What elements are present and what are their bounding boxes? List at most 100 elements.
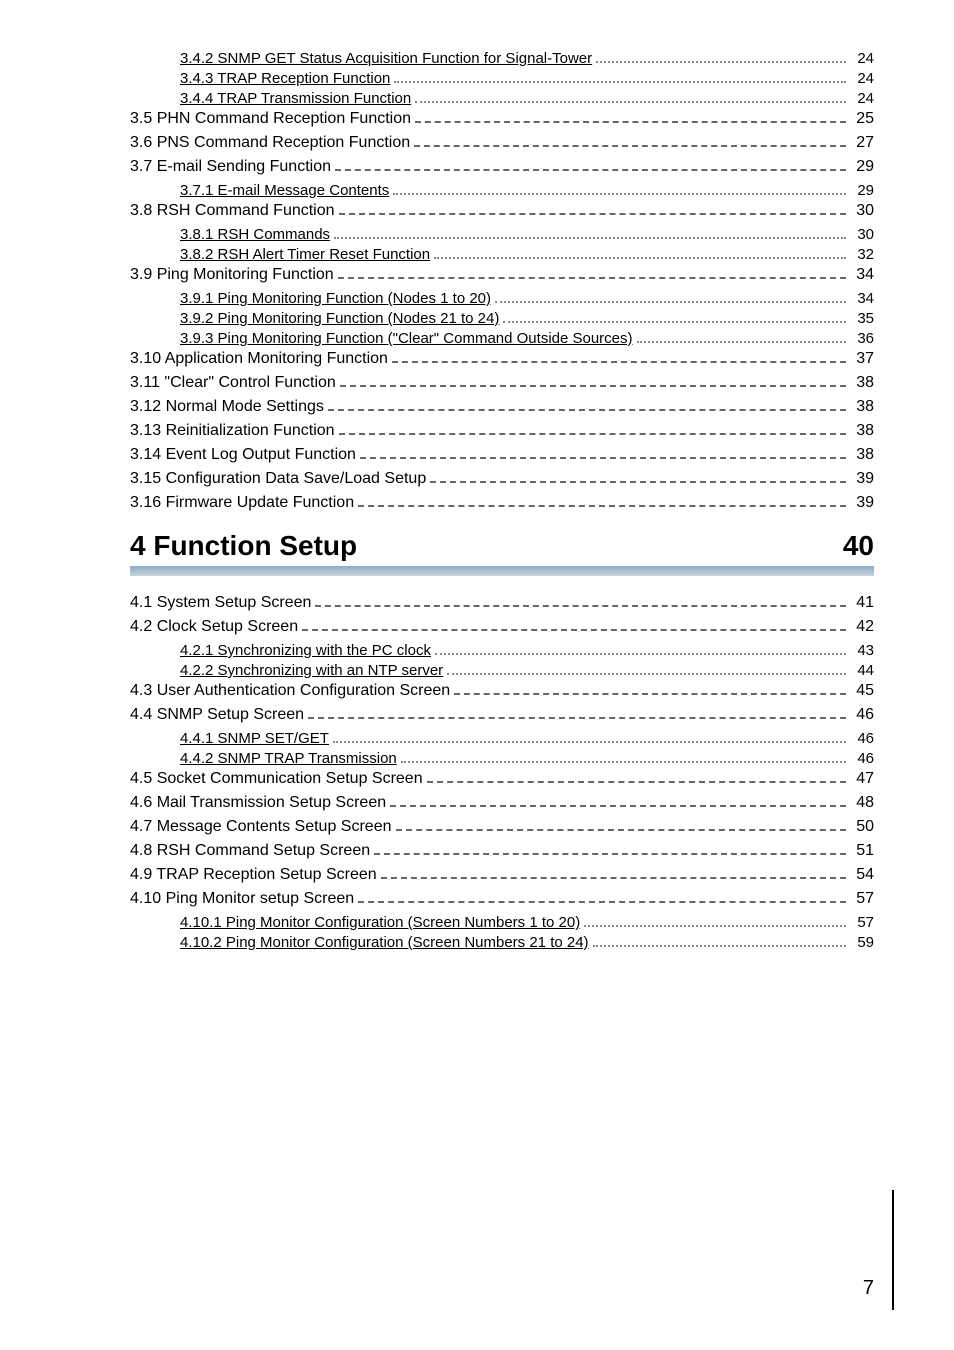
page-side-border	[892, 1190, 894, 1310]
toc-row: 4.6 Mail Transmission Setup Screen48	[130, 794, 874, 812]
toc-row: 4.1 System Setup Screen41	[130, 594, 874, 612]
toc-leader-dots	[335, 168, 846, 171]
toc-entry-label[interactable]: 4.4 SNMP Setup Screen	[130, 706, 304, 724]
toc-entry-label[interactable]: 3.9 Ping Monitoring Function	[130, 266, 334, 284]
toc-leader-dots	[339, 212, 846, 215]
toc-leader-dots	[495, 300, 846, 303]
toc-entry-label[interactable]: 4.4.2 SNMP TRAP Transmission	[180, 750, 397, 767]
toc-entry-label[interactable]: 3.4.3 TRAP Reception Function	[180, 70, 390, 87]
toc-entry-page: 42	[850, 618, 874, 636]
toc-entry-label[interactable]: 4.6 Mail Transmission Setup Screen	[130, 794, 386, 812]
toc-leader-dots	[315, 604, 846, 607]
toc-row: 4.2.1 Synchronizing with the PC clock43	[130, 642, 874, 659]
toc-leader-dots	[334, 236, 846, 239]
toc-row: 3.6 PNS Command Reception Function27	[130, 134, 874, 152]
toc-entry-page: 24	[850, 90, 874, 107]
toc-entry-label[interactable]: 4.10 Ping Monitor setup Screen	[130, 890, 354, 908]
toc-entry-label[interactable]: 4.2.1 Synchronizing with the PC clock	[180, 642, 431, 659]
toc-row: 4.4 SNMP Setup Screen 46	[130, 706, 874, 724]
toc-row: 3.8.1 RSH Commands 30	[130, 226, 874, 243]
toc-entry-page: 47	[850, 770, 874, 788]
toc-entry-label[interactable]: 3.8 RSH Command Function	[130, 202, 335, 220]
page-container: 3.4.2 SNMP GET Status Acquisition Functi…	[0, 0, 954, 1350]
toc-entry-label[interactable]: 4.2.2 Synchronizing with an NTP server	[180, 662, 443, 679]
toc-entry-label[interactable]: 4.5 Socket Communication Setup Screen	[130, 770, 423, 788]
toc-leader-dots	[308, 716, 846, 719]
toc-entry-label[interactable]: 3.6 PNS Command Reception Function	[130, 134, 410, 152]
toc-entry-label[interactable]: 4.4.1 SNMP SET/GET	[180, 730, 329, 747]
toc-leader-dots	[430, 480, 846, 483]
toc-entry-page: 25	[850, 110, 874, 128]
toc-row: 3.8.2 RSH Alert Timer Reset Function 32	[130, 246, 874, 263]
chapter-separator-bar	[130, 566, 874, 576]
toc-leader-dots	[390, 804, 846, 807]
toc-row: 3.4.4 TRAP Transmission Function 24	[130, 90, 874, 107]
toc-entry-page: 46	[850, 706, 874, 724]
toc-leader-dots	[338, 276, 846, 279]
toc-leader-dots	[593, 944, 846, 947]
toc-entry-label[interactable]: 4.9 TRAP Reception Setup Screen	[130, 866, 377, 884]
chapter-heading-row: 4 Function Setup 40	[130, 530, 874, 562]
toc-entry-label[interactable]: 3.9.2 Ping Monitoring Function (Nodes 21…	[180, 310, 499, 327]
toc-entry-label[interactable]: 3.9.3 Ping Monitoring Function ("Clear" …	[180, 330, 633, 347]
toc-entry-page: 24	[850, 50, 874, 67]
toc-row: 4.5 Socket Communication Setup Screen 47	[130, 770, 874, 788]
toc-entry-label[interactable]: 4.3 User Authentication Configuration Sc…	[130, 682, 450, 700]
toc-entry-label[interactable]: 3.7.1 E-mail Message Contents	[180, 182, 389, 199]
toc-entry-page: 36	[850, 330, 874, 347]
toc-entry-label[interactable]: 3.16 Firmware Update Function	[130, 494, 354, 512]
toc-entry-page: 39	[850, 470, 874, 488]
toc-entry-page: 30	[850, 226, 874, 243]
toc-row: 4.9 TRAP Reception Setup Screen 54	[130, 866, 874, 884]
toc-entry-page: 51	[850, 842, 874, 860]
chapter-title[interactable]: 4 Function Setup	[130, 530, 357, 562]
toc-entry-label[interactable]: 4.10.1 Ping Monitor Configuration (Scree…	[180, 914, 580, 931]
toc-leader-dots	[393, 192, 846, 195]
toc-entry-label[interactable]: 3.5 PHN Command Reception Function	[130, 110, 411, 128]
toc-entry-page: 29	[850, 158, 874, 176]
toc-entry-label[interactable]: 3.11 "Clear" Control Function	[130, 374, 336, 392]
toc-leader-dots	[434, 256, 846, 259]
toc-entry-label[interactable]: 3.12 Normal Mode Settings	[130, 398, 324, 416]
toc-leader-dots	[340, 384, 846, 387]
toc-entry-page: 39	[850, 494, 874, 512]
toc-entry-label[interactable]: 4.1 System Setup Screen	[130, 594, 311, 612]
toc-leader-dots	[374, 852, 846, 855]
toc-entry-page: 44	[850, 662, 874, 679]
toc-leader-dots	[415, 100, 846, 103]
toc-entry-label[interactable]: 3.7 E-mail Sending Function	[130, 158, 331, 176]
toc-row: 4.2 Clock Setup Screen 42	[130, 618, 874, 636]
toc-entry-label[interactable]: 4.10.2 Ping Monitor Configuration (Scree…	[180, 934, 589, 951]
toc-entry-page: 57	[850, 914, 874, 931]
toc-row: 4.10 Ping Monitor setup Screen57	[130, 890, 874, 908]
toc-row: 3.9.1 Ping Monitoring Function (Nodes 1 …	[130, 290, 874, 307]
toc-entry-label[interactable]: 3.4.2 SNMP GET Status Acquisition Functi…	[180, 50, 592, 67]
toc-entry-label[interactable]: 3.14 Event Log Output Function	[130, 446, 356, 464]
toc-entry-page: 24	[850, 70, 874, 87]
toc-entry-label[interactable]: 4.8 RSH Command Setup Screen	[130, 842, 370, 860]
toc-leader-dots	[328, 408, 846, 411]
toc-row: 4.10.1 Ping Monitor Configuration (Scree…	[130, 914, 874, 931]
toc-entry-page: 32	[850, 246, 874, 263]
toc-leader-dots	[454, 692, 846, 695]
toc-entry-label[interactable]: 3.8.2 RSH Alert Timer Reset Function	[180, 246, 430, 263]
toc-entry-page: 38	[850, 398, 874, 416]
toc-entry-page: 35	[850, 310, 874, 327]
toc-row: 3.9.3 Ping Monitoring Function ("Clear" …	[130, 330, 874, 347]
toc-entry-label[interactable]: 3.8.1 RSH Commands	[180, 226, 330, 243]
toc-section-3: 3.4.2 SNMP GET Status Acquisition Functi…	[130, 50, 874, 512]
toc-entry-label[interactable]: 4.2 Clock Setup Screen	[130, 618, 298, 636]
toc-leader-dots	[401, 760, 846, 763]
toc-leader-dots	[358, 504, 846, 507]
toc-entry-label[interactable]: 3.4.4 TRAP Transmission Function	[180, 90, 411, 107]
toc-entry-label[interactable]: 3.13 Reinitialization Function	[130, 422, 335, 440]
toc-entry-label[interactable]: 4.7 Message Contents Setup Screen	[130, 818, 392, 836]
toc-entry-label[interactable]: 3.10 Application Monitoring Function	[130, 350, 388, 368]
toc-entry-page: 54	[850, 866, 874, 884]
toc-entry-label[interactable]: 3.9.1 Ping Monitoring Function (Nodes 1 …	[180, 290, 491, 307]
toc-entry-page: 34	[850, 290, 874, 307]
toc-leader-dots	[415, 120, 846, 123]
toc-row: 4.3 User Authentication Configuration Sc…	[130, 682, 874, 700]
toc-entry-label[interactable]: 3.15 Configuration Data Save/Load Setup	[130, 470, 426, 488]
toc-leader-dots	[596, 60, 846, 63]
